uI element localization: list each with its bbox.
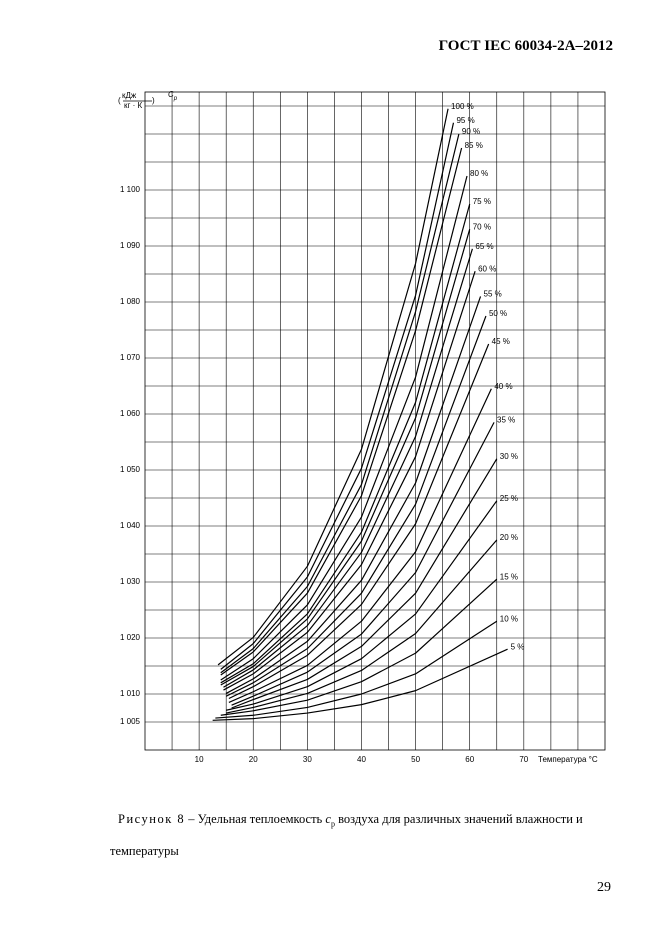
- x-tick-label: 10: [195, 755, 204, 764]
- y-tick-label: 1 030: [120, 577, 141, 586]
- x-tick-label: 70: [519, 755, 528, 764]
- humidity-curve: [226, 539, 498, 714]
- y-tick-label: 1 070: [120, 353, 141, 362]
- caption-subscript: p: [330, 819, 335, 829]
- humidity-curve: [225, 315, 487, 697]
- y-tick-label: 1 040: [120, 521, 141, 530]
- humidity-curve: [231, 422, 495, 706]
- y-label-symbol: C: [168, 90, 174, 99]
- y-unit-denominator: кг · К: [124, 101, 143, 110]
- humidity-curve: [228, 343, 490, 700]
- y-tick-label: 1 100: [120, 185, 141, 194]
- curve-label: 35 %: [497, 416, 515, 425]
- x-tick-label: 30: [303, 755, 312, 764]
- x-tick-label: 40: [357, 755, 366, 764]
- curve-label: 45 %: [492, 337, 510, 346]
- humidity-curve: [226, 500, 498, 711]
- curve-label: 100 %: [451, 102, 474, 111]
- curve-label: 95 %: [456, 116, 474, 125]
- curve-label: 20 %: [500, 533, 518, 542]
- humidity-curve: [231, 458, 498, 709]
- curve-label: 65 %: [475, 242, 493, 251]
- y-tick-label: 1 050: [120, 465, 141, 474]
- humidity-curve: [220, 203, 471, 684]
- humidity-curve: [220, 578, 498, 716]
- plot-frame: [144, 91, 606, 751]
- curve-label: 70 %: [473, 222, 491, 231]
- humidity-curve: [215, 620, 498, 719]
- curve-label: 40 %: [494, 382, 512, 391]
- y-tick-label: 1 010: [120, 689, 141, 698]
- x-axis-label: Температура °С: [538, 755, 598, 764]
- humidity-curve: [223, 248, 473, 688]
- caption: Рисунок 8 – Удельная теплоемкость cp воз…: [110, 806, 610, 864]
- y-tick-label: 1 080: [120, 297, 141, 306]
- curve-label: 80 %: [470, 169, 488, 178]
- chart: кДж кг · К ( ) Cp Температура °С 10 20 30 4…: [118, 90, 606, 764]
- y-label-subscript: p: [173, 96, 178, 102]
- curve-label: 75 %: [473, 197, 491, 206]
- curve-label: 15 %: [500, 572, 518, 581]
- curve-label: 85 %: [465, 141, 483, 150]
- curve-label: 50 %: [489, 309, 507, 318]
- humidity-curve: [220, 175, 468, 681]
- curve-label: 10 %: [500, 614, 518, 623]
- caption-symbol: c: [325, 812, 331, 826]
- paren: (: [118, 96, 121, 105]
- y-tick-label: 1 060: [120, 409, 141, 418]
- humidity-curve: [220, 133, 460, 674]
- y-unit-numerator: кДж: [122, 91, 137, 100]
- caption-text: воздуха для различных значений влажности…: [110, 812, 583, 858]
- humidity-curve: [225, 296, 482, 694]
- y-label: Cp: [168, 90, 178, 101]
- curve-label: 30 %: [500, 452, 518, 461]
- page-number: 29: [597, 880, 611, 895]
- header-title: ГОСТ IEC 60034-2A–2012: [438, 38, 613, 54]
- humidity-curve: [212, 648, 508, 721]
- humidity-curve: [217, 108, 449, 666]
- curve-label: 90 %: [462, 127, 480, 136]
- humidity-curve: [223, 271, 476, 691]
- humidity-curve: [220, 229, 471, 686]
- curve-label: 55 %: [484, 290, 502, 299]
- x-tick-label: 60: [465, 755, 474, 764]
- y-tick-label: 1 020: [120, 633, 141, 642]
- curve-label: 60 %: [478, 264, 496, 273]
- humidity-curve: [228, 388, 492, 703]
- caption-text: – Удельная теплоемкость: [188, 812, 323, 826]
- humidity-curve: [220, 147, 463, 676]
- caption-label: Рисунок 8: [118, 812, 186, 826]
- y-tick-label: 1 005: [120, 717, 141, 726]
- humidity-curve: [220, 122, 455, 670]
- curve-label: 5 %: [511, 642, 525, 651]
- paren: ): [152, 96, 155, 105]
- x-tick-label: 50: [411, 755, 420, 764]
- x-tick-label: 20: [249, 755, 258, 764]
- curve-label: 25 %: [500, 494, 518, 503]
- y-tick-label: 1 090: [120, 241, 141, 250]
